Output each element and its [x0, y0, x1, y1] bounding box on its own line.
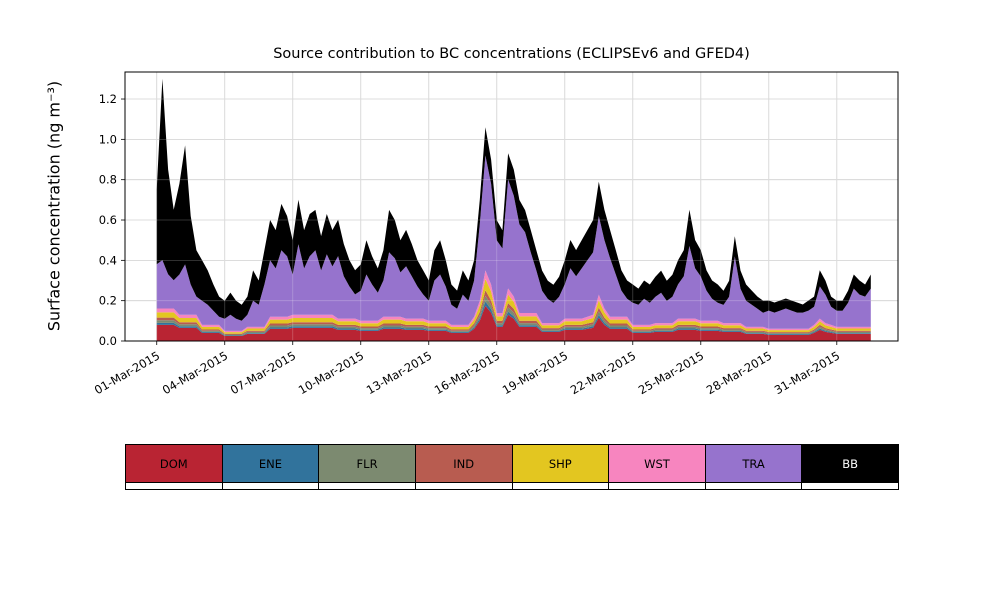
x-tick-label: 22-Mar-2015	[568, 348, 638, 397]
legend-item-wst: WST	[608, 444, 706, 483]
x-tick-label: 25-Mar-2015	[636, 348, 706, 397]
legend-subcell	[125, 483, 223, 490]
area-FLR	[156, 295, 871, 336]
y-tick-label: 0.4	[99, 253, 117, 267]
grid-overlay	[125, 72, 898, 342]
legend-label: FLR	[356, 456, 378, 471]
chart-title: Source contribution to BC concentrations…	[273, 46, 750, 62]
legend: DOM ENE FLR IND SHP WST TRA BB	[125, 444, 899, 490]
legend-item-shp: SHP	[511, 444, 610, 483]
legend-subcell	[511, 483, 610, 490]
x-tick-label: 16-Mar-2015	[432, 348, 502, 397]
area-ENE	[156, 301, 871, 336]
legend-label: DOM	[159, 456, 188, 471]
area-DOM	[156, 305, 871, 341]
x-tick-label: 13-Mar-2015	[364, 348, 434, 397]
y-tick-label: 0.0	[99, 334, 117, 348]
y-axis-label: Surface concentration (ng m⁻³)	[44, 80, 64, 332]
legend-subcell	[801, 483, 899, 490]
x-tick-label: 04-Mar-2015	[160, 348, 230, 397]
x-tick-label: 10-Mar-2015	[296, 348, 366, 397]
area-WST	[156, 270, 871, 333]
area-IND	[156, 290, 871, 335]
legend-row: DOM ENE FLR IND SHP WST TRA BB	[125, 444, 899, 483]
x-tick-label: 07-Mar-2015	[228, 348, 298, 397]
legend-subcell	[318, 483, 416, 490]
y-tick-label: 0.8	[99, 173, 117, 187]
legend-subcell	[414, 483, 513, 490]
x-tick-label: 19-Mar-2015	[500, 348, 570, 397]
legend-subcell	[221, 483, 320, 490]
legend-label: BB	[842, 456, 859, 471]
area-TRA	[156, 155, 871, 331]
area-SHP	[156, 278, 871, 334]
legend-label: TRA	[742, 456, 765, 471]
legend-item-tra: TRA	[704, 444, 803, 483]
x-axis: 01-Mar-201504-Mar-201507-Mar-201510-Mar-…	[92, 341, 842, 397]
legend-label: SHP	[548, 456, 572, 471]
legend-item-ene: ENE	[221, 444, 320, 483]
x-tick-label: 01-Mar-2015	[92, 348, 162, 397]
y-tick-label: 0.2	[99, 294, 117, 308]
legend-subcell	[704, 483, 803, 490]
area-BB	[156, 78, 871, 321]
y-tick-label: 1.0	[99, 132, 117, 146]
y-tick-label: 0.6	[99, 213, 117, 227]
x-tick-label: 31-Mar-2015	[772, 348, 842, 397]
legend-label: IND	[453, 456, 475, 471]
y-axis: 0.0 0.2 0.4 0.6 0.8 1.0 1.2	[99, 92, 125, 348]
legend-item-ind: IND	[414, 444, 513, 483]
legend-item-dom: DOM	[125, 444, 223, 483]
y-tick-label: 1.2	[99, 92, 117, 106]
legend-label: ENE	[258, 456, 282, 471]
legend-label: WST	[644, 456, 670, 471]
legend-subcell	[608, 483, 706, 490]
axes-frame	[124, 71, 899, 342]
legend-item-bb: BB	[801, 444, 899, 483]
x-tick-label: 28-Mar-2015	[704, 348, 774, 397]
legend-item-flr: FLR	[318, 444, 416, 483]
legend-subrow	[125, 483, 899, 490]
